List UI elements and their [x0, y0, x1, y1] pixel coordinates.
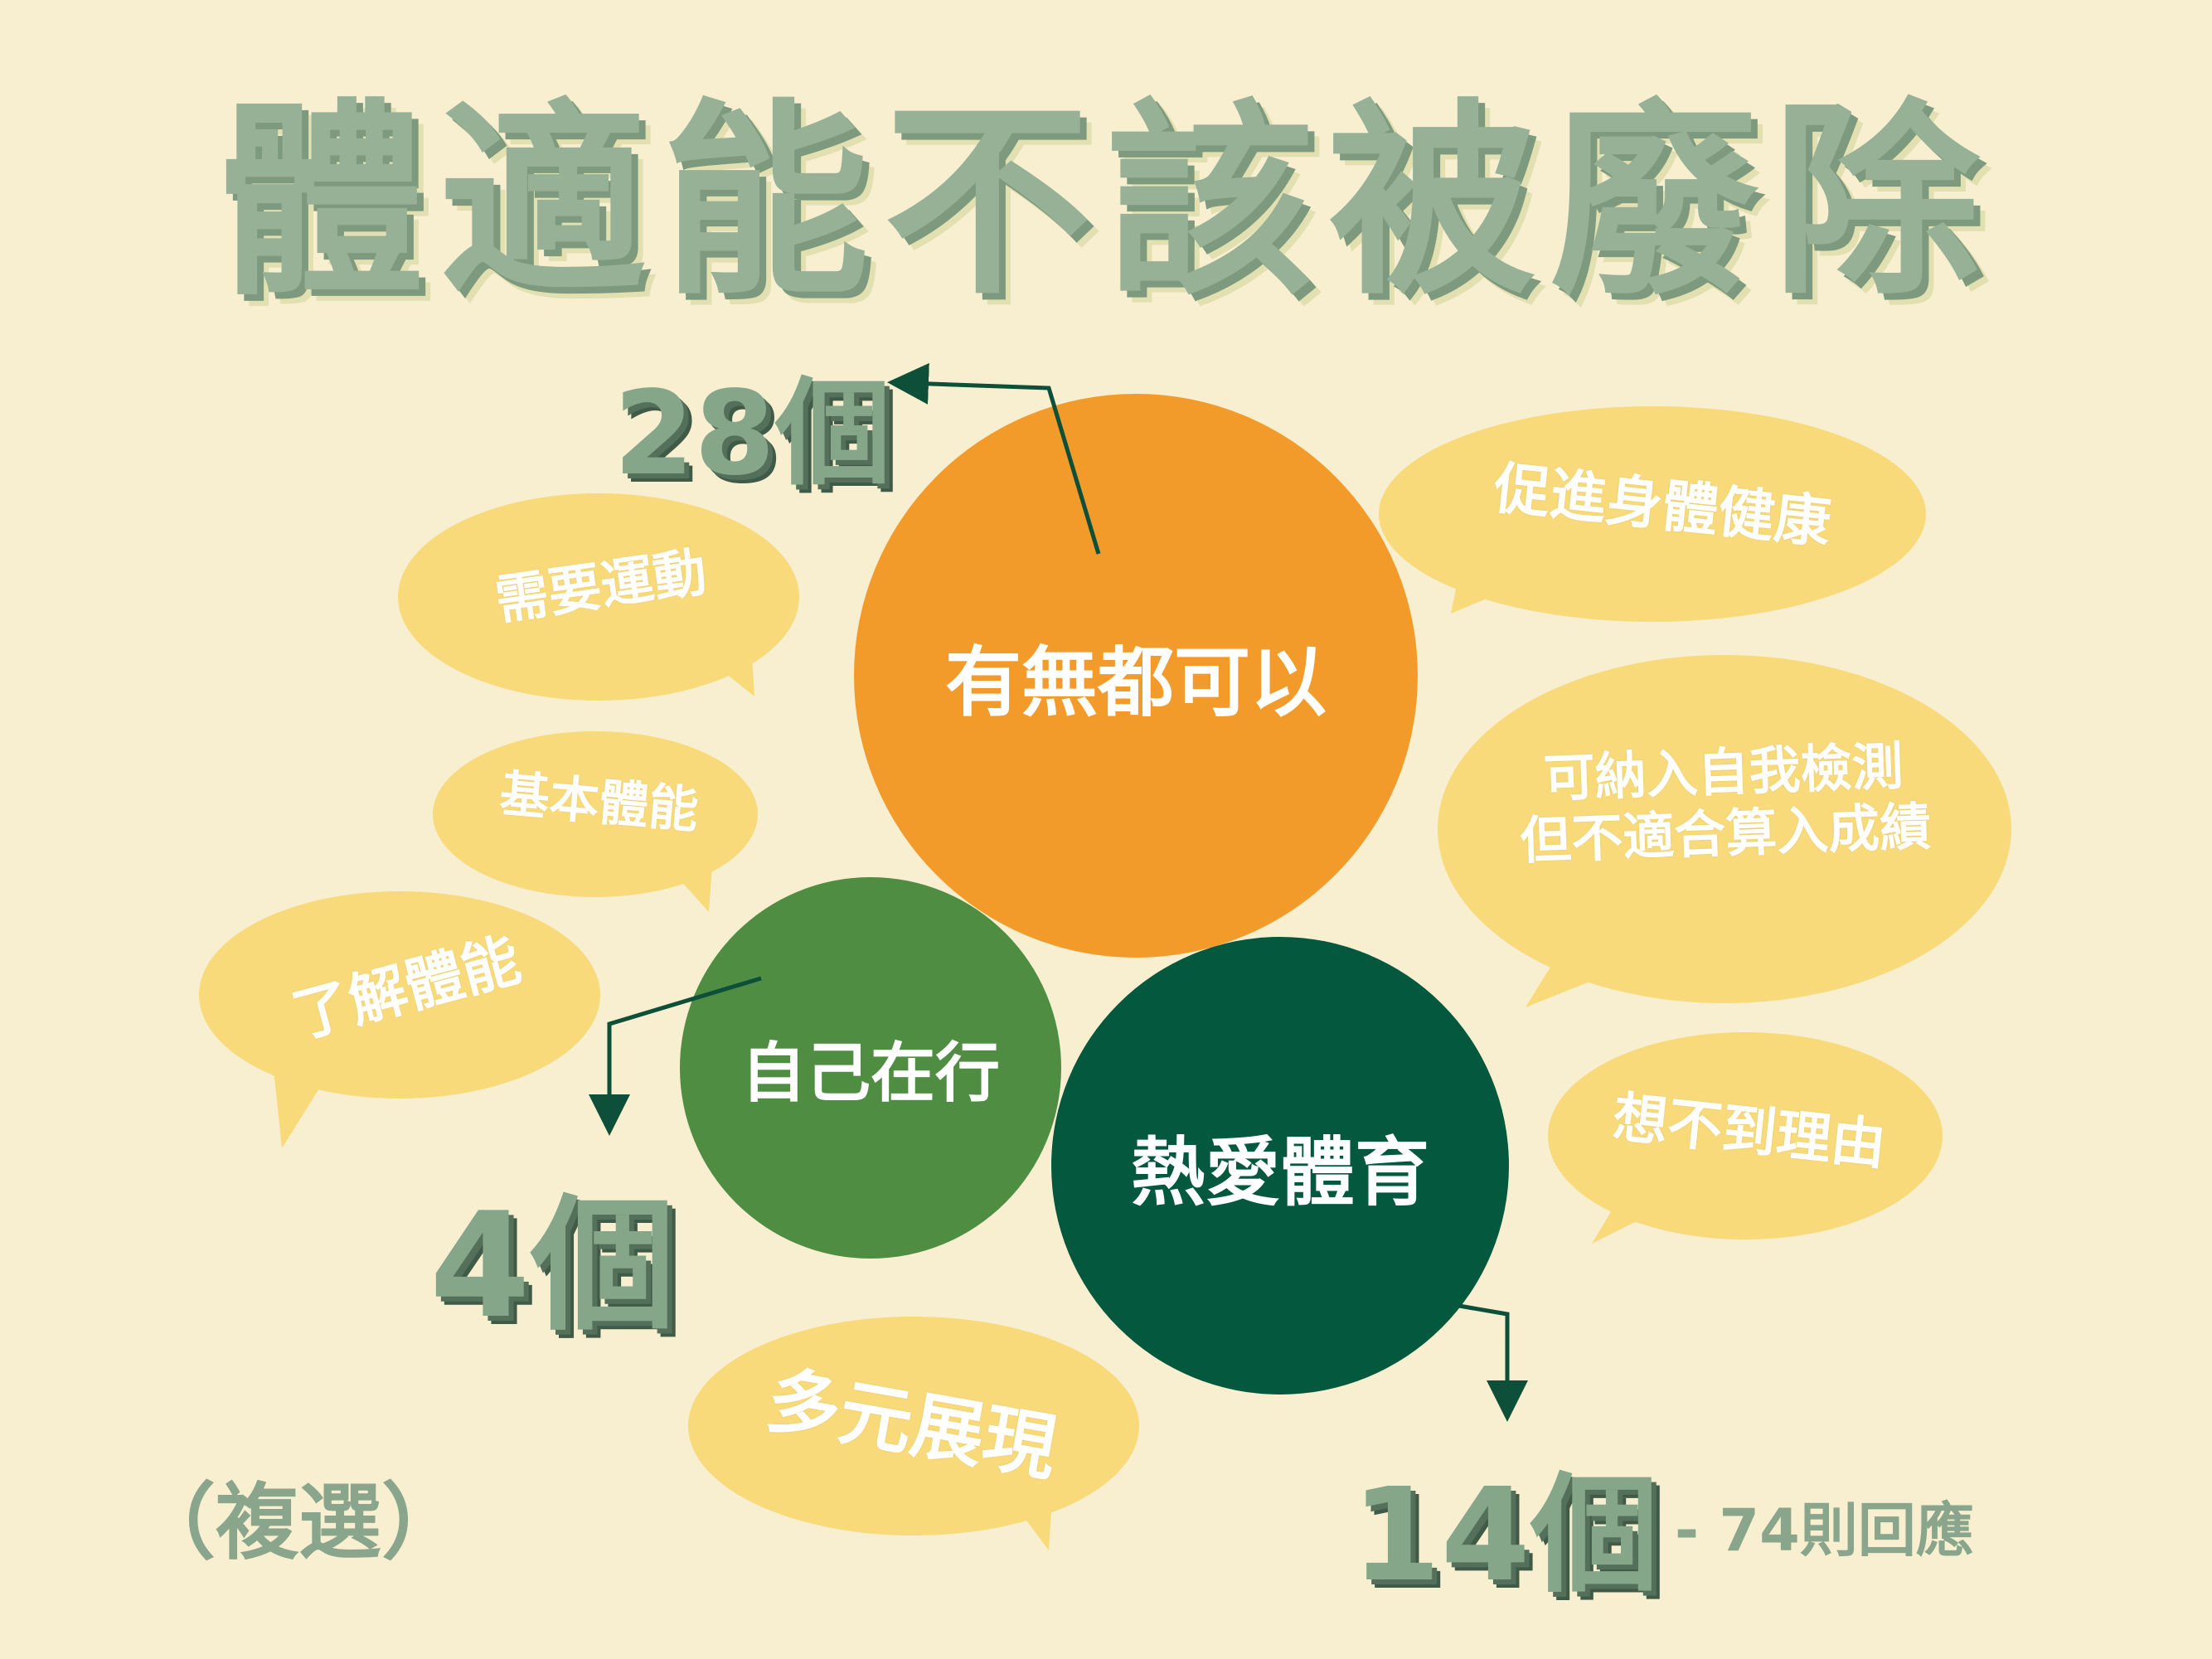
circle-self-study: 自己在行	[680, 877, 1061, 1259]
bubble-diverse-shape	[688, 1317, 1139, 1550]
responses-note: - 74則回應	[1675, 1496, 1974, 1564]
page-title: 體適能不該被廢除	[217, 81, 1995, 323]
count-self-study: 4個	[429, 1182, 676, 1351]
count-either-ok: 28個	[614, 366, 891, 502]
arrow-to-4	[589, 976, 762, 1136]
bubble-no-reason-shape	[1548, 1032, 1943, 1244]
bubble-self-check: 可納入自我檢測 但不適合算入成績	[1482, 734, 1967, 874]
circle-either-ok: 有無都可以	[854, 394, 1418, 958]
circle-love-pe: 熱愛體育	[1051, 937, 1509, 1395]
bubble-need-exercise-shape	[398, 493, 799, 701]
bubble-know-fitness-shape	[199, 891, 600, 1148]
circle-self-study-label: 自己在行	[740, 1036, 1000, 1111]
arrow-to-28	[887, 362, 1101, 555]
arrow-to-14	[1458, 1303, 1528, 1422]
bubble-basic-fitness-shape	[433, 731, 758, 912]
bubble-self-check-shape	[1438, 655, 2011, 1007]
multiple-choice-note: （複選）	[133, 1474, 464, 1571]
bubble-promote-health-shape	[1379, 406, 1926, 622]
count-love-pe: 14個	[1351, 1460, 1659, 1610]
circle-love-pe-label: 熱愛體育	[1131, 1129, 1429, 1216]
circle-either-ok-label: 有無都可以	[944, 638, 1327, 727]
